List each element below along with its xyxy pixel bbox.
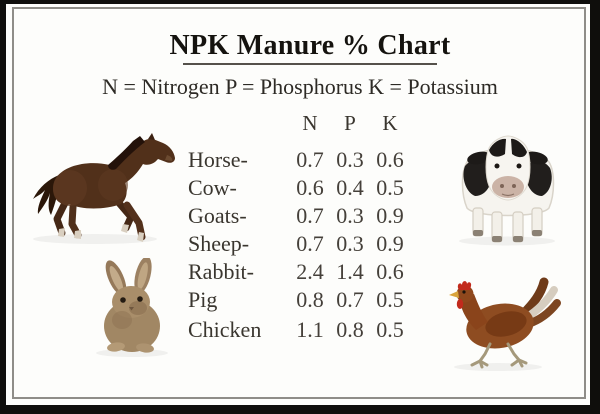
p-value: 0.3 <box>336 231 364 256</box>
table-header-row: N P K <box>188 110 410 146</box>
k-value: 0.5 <box>376 175 404 200</box>
chicken-beak <box>449 291 459 298</box>
p-value: 0.8 <box>336 317 364 342</box>
n-value: 0.7 <box>296 231 324 256</box>
chicken-wing <box>485 311 527 337</box>
p-value: 0.4 <box>336 175 364 200</box>
animal-label: Horse- <box>188 147 248 172</box>
table-row-chicken: Chicken 1.1 0.8 0.5 <box>188 316 410 344</box>
k-value: 0.5 <box>376 287 404 312</box>
p-value: 0.7 <box>336 287 364 312</box>
cow-muzzle <box>492 176 524 198</box>
table-row-rabbit: Rabbit- 2.4 1.4 0.6 <box>188 258 410 286</box>
chicken-photo <box>438 276 563 371</box>
k-value: 0.9 <box>376 231 404 256</box>
column-header-n: N <box>302 111 318 135</box>
rabbit-right-ear <box>134 258 152 294</box>
chicken-wattle <box>456 299 464 309</box>
cow-left-ear <box>467 151 491 165</box>
column-header-p: P <box>344 111 356 135</box>
title-underline <box>183 63 437 65</box>
legend-subtitle: N = Nitrogen P = Phosphorus K = Potassiu… <box>102 74 498 99</box>
k-value: 0.9 <box>376 203 404 228</box>
horse-tail <box>33 175 59 215</box>
chicken-neck <box>460 294 488 330</box>
animal-label: Pig <box>188 287 218 312</box>
k-value: 0.6 <box>376 259 404 284</box>
animal-label: Sheep- <box>188 231 250 256</box>
p-value: 0.3 <box>336 147 364 172</box>
npk-table: N P K Horse- 0.7 0.3 0.6 Cow- 0.6 0.4 0.… <box>188 110 410 344</box>
cow-photo <box>445 124 570 246</box>
table-row-goats: Goats- 0.7 0.3 0.9 <box>188 202 410 230</box>
p-value: 0.3 <box>336 203 364 228</box>
n-value: 1.1 <box>296 317 324 342</box>
n-value: 0.7 <box>296 147 324 172</box>
table-row-cow: Cow- 0.6 0.4 0.5 <box>188 174 410 202</box>
chicken-comb <box>457 281 472 290</box>
table-row-sheep: Sheep- 0.7 0.3 0.9 <box>188 230 410 258</box>
n-value: 0.8 <box>296 287 324 312</box>
k-value: 0.5 <box>376 317 404 342</box>
animal-label: Chicken <box>188 317 262 342</box>
horse-ear <box>148 133 155 140</box>
rabbit-left-ear <box>105 260 127 296</box>
animal-label: Goats- <box>188 203 247 228</box>
table-row-horse: Horse- 0.7 0.3 0.6 <box>188 146 410 174</box>
rabbit-nose <box>129 307 134 311</box>
p-value: 1.4 <box>336 259 364 284</box>
horse-mane <box>108 136 145 170</box>
rabbit-photo <box>88 258 180 358</box>
k-value: 0.6 <box>376 147 404 172</box>
horse-photo <box>15 133 180 247</box>
column-header-k: K <box>382 111 398 135</box>
n-value: 2.4 <box>296 259 324 284</box>
n-value: 0.7 <box>296 203 324 228</box>
table-row-pig: Pig 0.8 0.7 0.5 <box>188 286 410 314</box>
page-title: NPK Manure % Chart <box>169 30 451 61</box>
animal-label: Rabbit- <box>188 259 254 284</box>
animal-label: Cow- <box>188 175 237 200</box>
n-value: 0.6 <box>296 175 324 200</box>
